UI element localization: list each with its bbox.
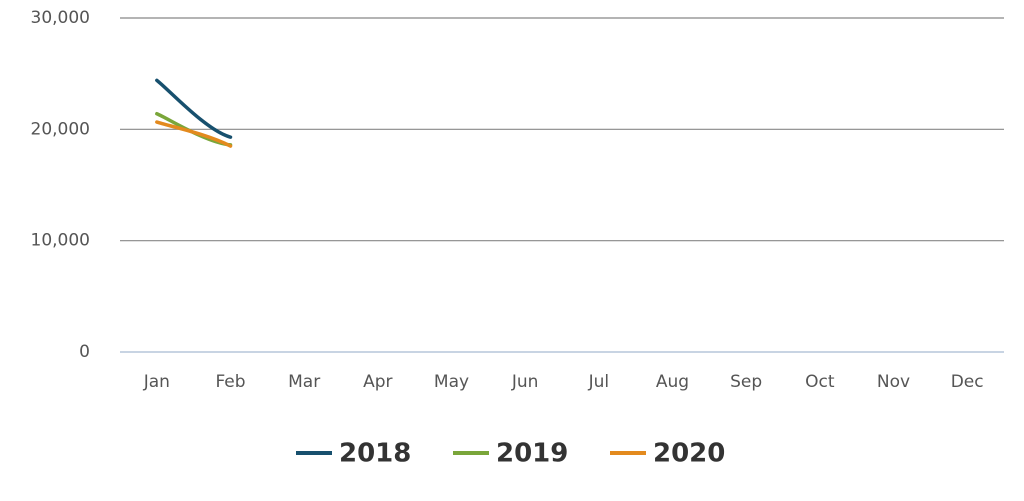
x-tick-label: Dec xyxy=(951,372,984,392)
series-line xyxy=(155,120,233,148)
y-tick-label: 20,000 xyxy=(31,119,90,139)
y-tick-label: 0 xyxy=(79,342,90,362)
x-tick-label: Nov xyxy=(877,372,910,392)
x-tick-label: Jan xyxy=(143,372,170,392)
x-tick-label: Feb xyxy=(215,372,245,392)
x-tick-label: Sep xyxy=(730,372,762,392)
y-tick-label: 10,000 xyxy=(31,231,90,251)
series-line xyxy=(155,78,233,139)
x-tick-label: Mar xyxy=(288,372,320,392)
x-tick-label: Aug xyxy=(656,372,689,392)
x-tick-label: Jun xyxy=(511,372,539,392)
legend-label: 2019 xyxy=(496,439,568,469)
y-tick-label: 30,000 xyxy=(31,8,90,28)
legend-label: 2018 xyxy=(339,439,411,469)
x-tick-label: May xyxy=(434,372,469,392)
x-tick-label: Jul xyxy=(588,372,610,392)
legend-label: 2020 xyxy=(653,439,725,469)
x-tick-label: Apr xyxy=(363,372,392,392)
x-tick-label: Oct xyxy=(805,372,835,392)
